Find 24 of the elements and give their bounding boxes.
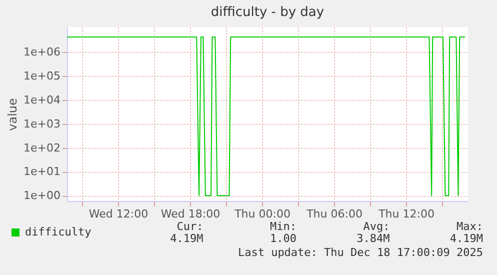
y-tick-label: 1e+02 [24, 141, 60, 154]
text: Last update: Thu Dec 18 17:00:09 2025 [238, 246, 483, 259]
y-tick-label: 1e+03 [24, 117, 60, 130]
y-tick-label: 1e+05 [24, 69, 60, 82]
text: 3.84M [356, 232, 390, 245]
text: 1.00 [269, 232, 296, 245]
x-tick-label: Thu 06:00 [306, 208, 362, 220]
y-tick-label: 1e+06 [24, 45, 60, 58]
legend-label: difficulty [25, 226, 92, 238]
x-tick-label: Wed 18:00 [160, 208, 220, 220]
y-axis-title: value [6, 98, 20, 131]
text: Min: [269, 220, 296, 233]
x-tick-label: Wed 12:00 [88, 208, 148, 220]
y-tick-label: 1e+00 [24, 189, 60, 202]
x-tick-label: Thu 00:00 [234, 208, 290, 220]
y-tick-label: 1e+01 [24, 165, 60, 178]
text: Max: [456, 220, 483, 233]
text: 4.19M [448, 232, 483, 245]
x-tick-label: Thu 12:00 [378, 208, 434, 220]
text: 4.19M [169, 232, 204, 245]
text: Cur: [176, 220, 204, 233]
y-tick-label: 1e+04 [24, 93, 60, 106]
text: Avg: [362, 220, 390, 233]
chart-title: difficulty - by day [210, 5, 324, 20]
